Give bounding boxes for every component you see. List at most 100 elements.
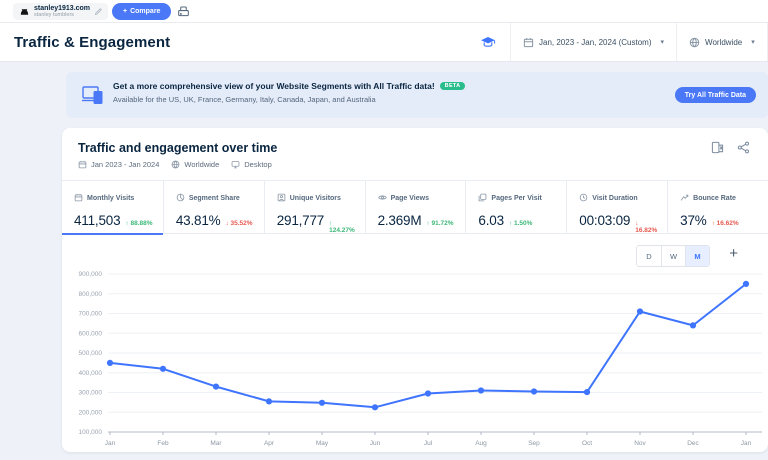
metric-tabs: Monthly Visits 411,503 ↑ 88.88% Segment Sha…: [62, 180, 768, 235]
clock-icon: [579, 189, 588, 207]
card-filter-region: Worldwide: [171, 160, 219, 169]
plus-icon: +: [123, 8, 128, 15]
export-excel-icon[interactable]: [711, 141, 724, 159]
metric-change: ↑ 124.27%: [329, 220, 355, 234]
chevron-down-icon: ▾: [751, 39, 755, 46]
share-icon[interactable]: [737, 141, 750, 159]
metric-change: ↑ 91.72%: [426, 220, 454, 227]
metric-value: 291,777: [276, 213, 325, 228]
try-all-traffic-data-button[interactable]: Try All Traffic Data: [674, 87, 756, 103]
page-header: Traffic & Engagement Jan, 2023 - Jan, 20…: [0, 23, 768, 62]
traffic-over-time-card: Traffic and engagement over time Jan 202…: [62, 128, 768, 452]
metric-tab-monthly-visits[interactable]: Monthly Visits 411,503 ↑ 88.88%: [62, 181, 163, 235]
monitor-icon: [231, 161, 240, 169]
date-range-value: Jan, 2023 - Jan, 2024 (Custom): [539, 37, 652, 47]
svg-text:600,000: 600,000: [79, 330, 103, 337]
metric-label: Monthly Visits: [87, 194, 135, 202]
svg-text:Oct: Oct: [582, 440, 592, 447]
metric-tab-segment-share[interactable]: Segment Share 43.81% ↓ 35.52%: [162, 181, 264, 234]
topbar: stanley1913.com stanley tumblers + Compa…: [0, 0, 768, 23]
compare-button-label: Compare: [130, 8, 161, 15]
region-selector[interactable]: Worldwide ▾: [677, 37, 767, 48]
divider: [766, 23, 768, 61]
chevron-down-icon: ▾: [660, 39, 665, 46]
granularity-m-button[interactable]: M: [685, 246, 709, 266]
svg-text:500,000: 500,000: [79, 350, 103, 357]
region-value: Worldwide: [705, 37, 743, 47]
metric-value: 411,503: [74, 213, 121, 228]
user-icon: [277, 189, 286, 207]
card-title: Traffic and engagement over time: [78, 141, 278, 155]
pages-icon: [478, 189, 487, 207]
edit-pencil-icon[interactable]: [94, 7, 102, 16]
metric-tab-pages-per-visit[interactable]: Pages Per Visit 6.03 ↑ 1.50%: [465, 181, 566, 234]
metric-label: Unique Visitors: [289, 194, 341, 202]
svg-text:May: May: [316, 440, 329, 447]
page-title: Traffic & Engagement: [14, 34, 171, 51]
metric-change: ↓ 35.52%: [225, 220, 253, 227]
calendar-icon: [74, 189, 83, 207]
card-filters: Jan 2023 - Jan 2024 Worldwide Desktop: [78, 160, 272, 169]
metric-tab-visit-duration[interactable]: Visit Duration 00:03:09 ↓ 16.82%: [566, 181, 667, 234]
metric-value: 43.81%: [175, 213, 221, 228]
svg-text:Jan: Jan: [105, 440, 116, 447]
card-filter-device: Desktop: [231, 160, 272, 169]
metric-value: 6.03: [478, 213, 504, 228]
metric-value: 2.369M: [377, 213, 422, 228]
banner-subtitle: Available for the US, UK, France, German…: [113, 95, 376, 104]
svg-text:Aug: Aug: [475, 440, 487, 447]
globe-icon: [172, 160, 180, 169]
beta-badge: BETA: [439, 82, 466, 90]
site-domain: stanley1913.com: [34, 4, 91, 12]
site-selector-chip[interactable]: stanley1913.com stanley tumblers: [13, 3, 109, 20]
svg-text:300,000: 300,000: [79, 390, 103, 397]
metric-change: ↑ 1.50%: [508, 220, 533, 227]
svg-text:Nov: Nov: [634, 440, 646, 447]
compare-button[interactable]: + Compare: [112, 3, 172, 20]
metric-change: ↑ 88.88%: [125, 220, 153, 227]
granularity-w-button[interactable]: W: [661, 246, 685, 266]
svg-text:900,000: 900,000: [79, 271, 103, 278]
date-range-selector[interactable]: Jan, 2023 - Jan, 2024 (Custom) ▾: [511, 37, 676, 48]
svg-text:Jan: Jan: [741, 440, 752, 447]
metric-label: Pages Per Visit: [491, 194, 542, 202]
metric-label: Bounce Rate: [693, 194, 736, 202]
svg-text:Sep: Sep: [528, 440, 540, 447]
metric-change: ↑ 16.62%: [711, 220, 739, 227]
svg-text:Apr: Apr: [264, 440, 275, 447]
metric-tab-bounce-rate[interactable]: Bounce Rate 37% ↑ 16.62%: [667, 181, 768, 234]
site-descriptor: stanley tumblers: [34, 12, 75, 19]
add-chart-plus-icon[interactable]: +: [729, 245, 738, 262]
card-filter-date: Jan 2023 - Jan 2024: [78, 160, 159, 169]
metric-change: ↓ 16.82%: [635, 220, 658, 234]
svg-text:700,000: 700,000: [79, 311, 103, 318]
divider: [510, 23, 511, 61]
granularity-d-button[interactable]: D: [637, 246, 661, 266]
calendar-icon: [78, 160, 87, 169]
workspace-board-icon[interactable]: [177, 5, 190, 23]
calendar-icon: [523, 37, 534, 47]
traffic-chart[interactable]: 900,000 800,000 700,000 600,000 500,000 400,0…: [62, 262, 768, 452]
education-cap-icon[interactable]: [480, 36, 510, 49]
svg-text:Mar: Mar: [210, 440, 222, 447]
svg-text:Dec: Dec: [687, 440, 699, 447]
devices-illustration-icon: [81, 83, 107, 112]
metric-value: 00:03:09: [579, 213, 631, 228]
svg-text:Feb: Feb: [157, 440, 169, 447]
pie-icon: [176, 189, 185, 207]
header-controls: Jan, 2023 - Jan, 2024 (Custom) ▾ Worldwi…: [480, 23, 768, 61]
svg-text:Jun: Jun: [370, 440, 381, 447]
divider: [676, 23, 678, 61]
banner-title: Get a more comprehensive view of your We…: [113, 81, 435, 91]
metric-label: Visit Duration: [592, 194, 638, 202]
metric-tab-unique-visitors[interactable]: Unique Visitors 291,777 ↑ 124.27%: [263, 181, 365, 234]
bounce-icon: [680, 189, 689, 207]
svg-text:400,000: 400,000: [79, 370, 103, 377]
metric-tab-page-views[interactable]: Page Views 2.369M ↑ 91.72%: [364, 181, 466, 234]
site-favicon-bear-icon: [19, 6, 30, 17]
globe-icon: [689, 37, 700, 47]
svg-text:200,000: 200,000: [79, 409, 103, 416]
metric-label: Page Views: [390, 194, 429, 202]
